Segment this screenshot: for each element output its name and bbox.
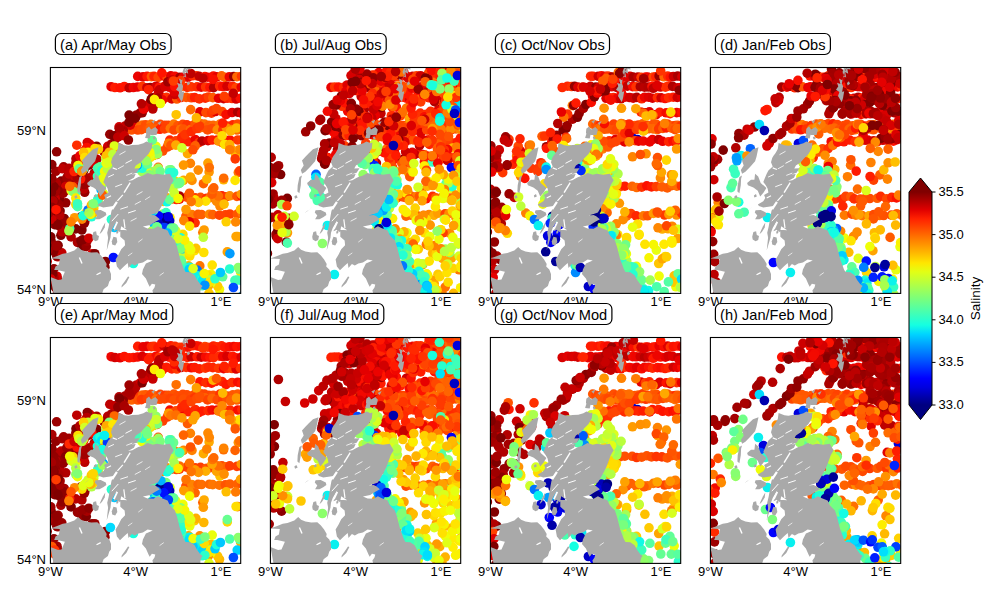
svg-text:1°E: 1°E — [210, 294, 231, 309]
svg-text:59°N: 59°N — [17, 393, 46, 408]
svg-text:9°W: 9°W — [258, 564, 283, 579]
svg-text:1°E: 1°E — [430, 564, 451, 579]
svg-text:(c) Oct/Nov Obs: (c) Oct/Nov Obs — [500, 37, 605, 53]
svg-text:35.5: 35.5 — [939, 184, 964, 199]
svg-text:4°W: 4°W — [563, 564, 588, 579]
svg-text:4°W: 4°W — [123, 564, 148, 579]
svg-text:1°E: 1°E — [870, 294, 891, 309]
svg-text:(e) Apr/May Mod: (e) Apr/May Mod — [60, 307, 168, 323]
svg-text:1°E: 1°E — [210, 564, 231, 579]
svg-text:9°W: 9°W — [478, 564, 503, 579]
svg-text:(h) Jan/Feb Mod: (h) Jan/Feb Mod — [720, 307, 827, 323]
svg-text:(g) Oct/Nov Mod: (g) Oct/Nov Mod — [500, 307, 607, 323]
svg-text:1°E: 1°E — [650, 564, 671, 579]
svg-text:(b) Jul/Aug Obs: (b) Jul/Aug Obs — [280, 37, 381, 53]
svg-text:Salinity: Salinity — [968, 276, 983, 320]
svg-text:(a) Apr/May Obs: (a) Apr/May Obs — [60, 37, 166, 53]
svg-text:33.5: 33.5 — [939, 354, 964, 369]
svg-text:59°N: 59°N — [17, 123, 46, 138]
svg-text:34.5: 34.5 — [939, 269, 964, 284]
svg-text:(d) Jan/Feb Obs: (d) Jan/Feb Obs — [720, 37, 825, 53]
svg-text:33.0: 33.0 — [939, 397, 964, 412]
svg-text:4°W: 4°W — [343, 564, 368, 579]
svg-text:34.0: 34.0 — [939, 312, 964, 327]
svg-text:54°N: 54°N — [17, 552, 46, 567]
svg-text:1°E: 1°E — [650, 294, 671, 309]
svg-text:54°N: 54°N — [17, 282, 46, 297]
svg-text:4°W: 4°W — [783, 564, 808, 579]
svg-text:(f) Jul/Aug Mod: (f) Jul/Aug Mod — [280, 307, 379, 323]
svg-text:1°E: 1°E — [870, 564, 891, 579]
svg-text:35.0: 35.0 — [939, 227, 964, 242]
svg-text:1°E: 1°E — [430, 294, 451, 309]
svg-text:9°W: 9°W — [698, 564, 723, 579]
